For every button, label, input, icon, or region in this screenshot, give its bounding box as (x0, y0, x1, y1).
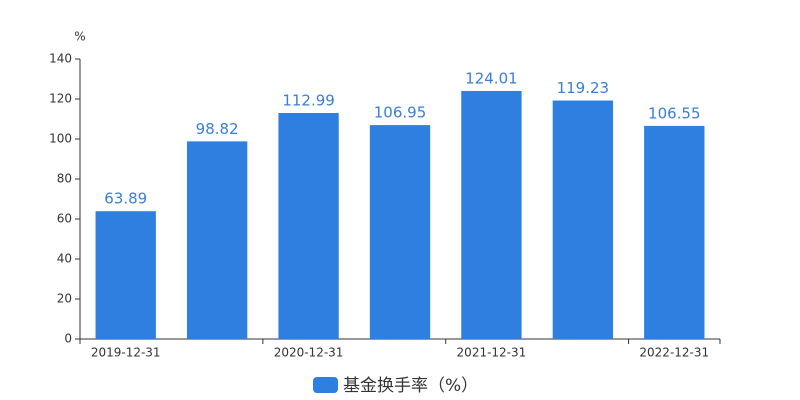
bar (278, 113, 339, 340)
value-label: 98.82 (196, 120, 239, 138)
y-tick-label: 0 (64, 332, 72, 346)
x-tick-label: 2021-12-31 (457, 346, 527, 360)
y-tick-label: 140 (49, 52, 72, 66)
x-tick-label: 2022-12-31 (639, 346, 709, 360)
x-tick-label: 2019-12-31 (91, 346, 161, 360)
bar (369, 125, 431, 339)
y-tick-label: 60 (57, 212, 72, 226)
value-label: 63.89 (104, 190, 147, 208)
y-tick-label: 80 (57, 172, 72, 186)
bar (186, 141, 248, 339)
value-label: 106.95 (374, 104, 427, 122)
legend-swatch (313, 377, 338, 393)
value-label: 112.99 (282, 92, 335, 110)
value-label: 106.55 (648, 104, 701, 122)
y-tick-label: 40 (57, 252, 72, 266)
x-tick-label: 2020-12-31 (274, 346, 344, 360)
y-tick-label: 20 (57, 292, 72, 306)
y-tick-label: 100 (49, 132, 72, 146)
y-axis-label: % (74, 30, 85, 44)
bar (552, 100, 614, 339)
bar (461, 90, 522, 339)
y-tick-label: 120 (49, 92, 72, 106)
bar (644, 125, 705, 340)
bar (95, 211, 156, 339)
value-label: 119.23 (557, 79, 610, 97)
legend-label: 基金换手率（%） (343, 376, 478, 396)
value-label: 124.01 (465, 69, 518, 87)
